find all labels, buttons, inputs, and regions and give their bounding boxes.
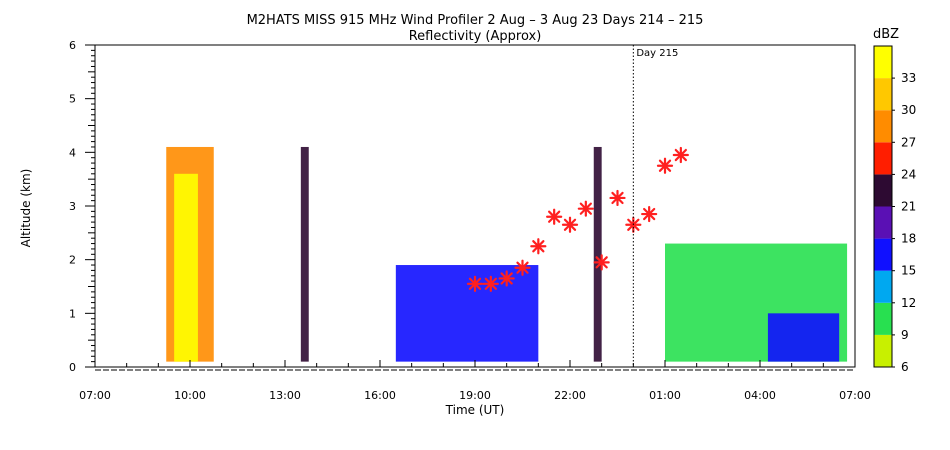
marker-point-5 [546, 208, 563, 225]
colorbar-tick-label: 12 [901, 296, 916, 310]
colorbar-swatch [874, 238, 892, 271]
y-tick-label: 0 [69, 361, 76, 374]
reflectivity-region-3 [593, 146, 602, 362]
colorbar-swatch [874, 78, 892, 111]
reflectivity-region-6 [767, 313, 840, 362]
reflectivity-region-4 [395, 265, 539, 362]
colorbar-tick-label: 24 [901, 167, 916, 181]
marker-point-11 [641, 205, 658, 223]
x-tick-label: 22:00 [554, 389, 586, 402]
x-tick-label: 07:00 [839, 389, 871, 402]
reflectivity-region-1 [174, 173, 198, 362]
colorbar-tick-label: 27 [901, 135, 916, 149]
x-axis-label: Time (UT) [445, 403, 505, 417]
colorbar-tick-label: 9 [901, 328, 909, 342]
chart-title: M2HATS MISS 915 MHz Wind Profiler 2 Aug … [247, 13, 704, 28]
x-tick-label: 16:00 [364, 389, 396, 402]
marker-point-0 [466, 275, 484, 292]
y-tick-label: 5 [69, 93, 76, 106]
colorbar-swatch [874, 334, 892, 367]
y-tick-label: 1 [69, 307, 76, 320]
marker-point-8 [593, 254, 610, 271]
chart-subtitle: Reflectivity (Approx) [409, 29, 542, 44]
y-tick-label: 3 [69, 200, 76, 213]
colorbar-title: dBZ [873, 27, 899, 42]
marker-point-12 [656, 157, 674, 174]
plot-area: Day 215 [94, 44, 856, 368]
marker-point-6 [561, 216, 579, 233]
x-tick-label: 07:00 [79, 389, 111, 402]
y-tick-label: 2 [69, 254, 76, 267]
x-tick-label: 01:00 [649, 389, 681, 402]
y-tick-label: 4 [69, 146, 76, 159]
marker-point-1 [482, 275, 499, 292]
colorbar-swatch [874, 174, 892, 207]
y-axis-label: Altitude (km) [19, 169, 33, 248]
x-tick-label: 10:00 [174, 389, 206, 402]
colorbar-tick-label: 6 [901, 360, 909, 374]
x-tick-label: 04:00 [744, 389, 776, 402]
colorbar-swatch [874, 110, 892, 143]
x-tick-label: 19:00 [459, 389, 491, 402]
marker-point-7 [577, 200, 594, 217]
colorbar-swatch [874, 142, 892, 175]
axes: 07:00 10:00 13:00 16:00 19:00 22:00 01:00 04:00… [69, 39, 871, 402]
marker-point-13 [672, 146, 689, 164]
x-tick-label: 13:00 [269, 389, 301, 402]
colorbar: dBZ 6 9 12 15 18 21 24 27 30 33 [873, 27, 916, 374]
marker-point-9 [609, 189, 626, 207]
colorbar-swatch [874, 270, 892, 303]
colorbar-tick-label: 15 [901, 264, 916, 278]
day-marker-label: Day 215 [636, 48, 678, 59]
colorbar-swatch [874, 302, 892, 335]
colorbar-swatch [874, 206, 892, 239]
colorbar-tick-label: 30 [901, 103, 916, 117]
reflectivity-field [166, 146, 848, 362]
marker-point-4 [530, 238, 547, 255]
colorbar-tick-label: 21 [901, 200, 916, 214]
colorbar-tick-label: 33 [901, 71, 916, 85]
marker-point-2 [498, 270, 515, 287]
marker-point-3 [514, 259, 531, 276]
colorbar-swatch [874, 46, 892, 79]
reflectivity-region-2 [300, 146, 309, 362]
marker-layer [466, 146, 689, 292]
y-tick-label: 6 [69, 39, 76, 52]
colorbar-tick-label: 18 [901, 232, 916, 246]
